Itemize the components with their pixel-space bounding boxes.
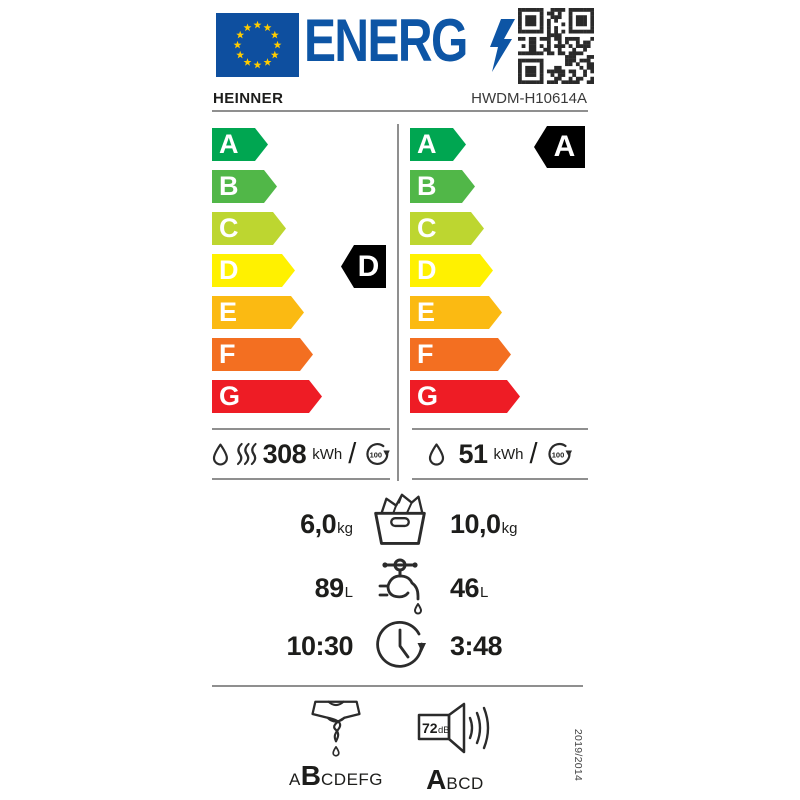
clock-icon [376, 620, 426, 668]
water-row: 89L 46L [212, 558, 588, 616]
capacity-right-value: 10,0 [450, 508, 501, 539]
grade-arrow-b: B [212, 170, 277, 203]
class-indicator-right-letter: A [553, 130, 576, 163]
energy-consumption-left: 308 kWh / 100 [212, 428, 390, 480]
grade-letter: F [219, 339, 236, 369]
grade-arrow-c: C [212, 212, 286, 245]
energy-value-left: 308 [262, 438, 307, 469]
class-indicator-left-letter: D [357, 249, 380, 283]
grade-arrow-a: A [410, 128, 466, 161]
grade-letter: B [219, 171, 239, 201]
spin-class-prefix: A [288, 770, 301, 789]
grade-arrow-d: D [212, 254, 295, 287]
tap-icon [378, 558, 422, 615]
noise-icon: 72 dB [417, 702, 490, 754]
spin-class-grade: B [300, 760, 322, 791]
noise-class-suffix: BCD [446, 774, 484, 793]
noise-class-grade: A [426, 764, 447, 795]
energy-value-right: 51 [458, 438, 488, 469]
grade-letter: F [417, 339, 434, 369]
grade-letter: B [417, 171, 437, 201]
cycles-icon-left: 100 [366, 443, 390, 466]
noise-class-letters: ABCD [402, 766, 508, 799]
noise-db-unit: dB [438, 725, 450, 736]
grade-letter: G [417, 381, 439, 411]
water-left-value: 89 [314, 572, 345, 603]
noise-group: 72 dB ABCD [402, 698, 508, 799]
duration-left-value: 10:30 [286, 630, 353, 661]
grade-arrow-c: C [410, 212, 484, 245]
steam-icon [236, 443, 257, 465]
water-unit: L [344, 583, 353, 601]
grade-letter: D [219, 255, 239, 285]
grade-letter: A [417, 129, 437, 159]
spin-class-letters: ABCDEFG [284, 762, 388, 795]
brand-name: HEINNER [213, 90, 284, 107]
grade-letter: C [219, 213, 239, 243]
capacity-unit: kg [501, 519, 518, 537]
cycles-value-right: 100 [551, 451, 564, 460]
duration-right-value: 3:48 [450, 630, 503, 661]
energy-consumption-right: 51 kWh / 100 [412, 428, 588, 480]
water-drop-icon [212, 443, 228, 465]
per-slash: / [348, 437, 357, 470]
grade-arrow-a: A [212, 128, 268, 161]
spin-dry-icon [311, 700, 361, 757]
grade-letter: D [417, 255, 437, 285]
energ-logo: ENERG [304, 7, 515, 74]
grade-letter: E [417, 297, 436, 327]
grade-letter: C [417, 213, 437, 243]
energy-unit-left: kWh [312, 445, 343, 463]
cycles-icon-right: 100 [547, 442, 572, 466]
model-number: HWDM-H10614A [471, 90, 587, 107]
cycles-value-left: 100 [370, 450, 382, 459]
spin-class-suffix: CDEFG [321, 770, 384, 789]
water-drop-icon [429, 442, 445, 466]
capacity-row: 6,0kg 10,0kg [212, 488, 588, 558]
duration-row: 10:30 3:48 [212, 616, 588, 676]
qr-code [518, 8, 594, 84]
grade-arrow-f: F [410, 338, 511, 371]
grade-arrow-f: F [212, 338, 313, 371]
grade-arrow-b: B [410, 170, 475, 203]
per-slash: / [529, 437, 538, 470]
grade-letter: E [219, 297, 238, 327]
column-divider [397, 124, 399, 481]
header-rule [212, 110, 588, 112]
class-indicator-left: D [341, 245, 386, 288]
spin-dry-group: ABCDEFG [284, 698, 388, 795]
grade-arrow-d: D [410, 254, 493, 287]
regulation-number: 2019/2014 [572, 728, 584, 782]
eu-flag-icon [216, 13, 299, 77]
grade-arrow-e: E [410, 296, 502, 329]
noise-db-value: 72 [422, 720, 438, 736]
grade-letter: G [219, 381, 241, 411]
grade-arrow-g: G [410, 380, 520, 413]
water-unit: L [480, 583, 489, 601]
grade-arrow-e: E [212, 296, 304, 329]
laundry-basket-icon [374, 493, 426, 545]
energy-unit-right: kWh [493, 445, 524, 463]
water-right-value: 46 [450, 572, 480, 603]
energ-logo-text: ENERG [304, 7, 468, 74]
capacity-left-value: 6,0 [300, 508, 337, 539]
grade-letter: A [219, 129, 239, 159]
capacity-unit: kg [337, 519, 353, 537]
grade-arrow-g: G [212, 380, 322, 413]
class-indicator-right: A [534, 126, 585, 168]
bottom-rule [212, 685, 583, 687]
lightning-bolt-icon [490, 19, 515, 72]
